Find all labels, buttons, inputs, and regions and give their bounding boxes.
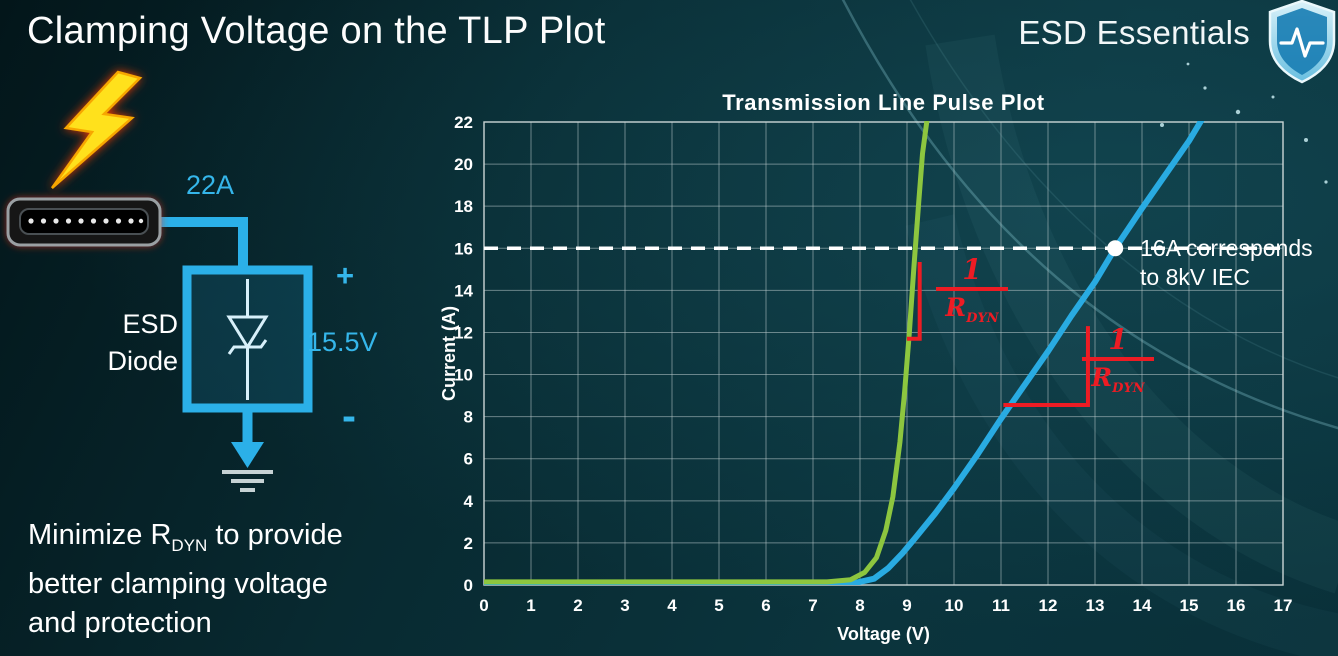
esd-diode-label-line1: ESD xyxy=(122,309,178,339)
takeaway-line1-subscript: DYN xyxy=(171,535,208,555)
rdyn-base: R xyxy=(945,293,967,322)
takeaway-line2: better clamping voltage xyxy=(28,567,328,600)
iec-note: 16A corresponds to 8kV IEC xyxy=(1140,234,1313,292)
x-tick-label: 1 xyxy=(526,596,535,615)
chart-title: Transmission Line Pulse Plot xyxy=(722,90,1045,115)
x-tick-label: 0 xyxy=(479,596,488,615)
takeaway-line1-prefix: Minimize R xyxy=(28,519,172,551)
ground-symbol xyxy=(222,470,273,492)
ground-arrowhead xyxy=(231,442,264,468)
y-tick-label: 4 xyxy=(464,492,474,511)
page-title: Clamping Voltage on the TLP Plot xyxy=(27,10,606,52)
rdyn-subscript: DYN xyxy=(1112,381,1145,396)
takeaway-line1: Minimize RDYN to provide xyxy=(28,516,343,565)
esd-diode-box xyxy=(182,265,313,413)
rdyn-base: R xyxy=(1091,363,1113,392)
y-tick-label: 6 xyxy=(464,450,473,469)
x-tick-label: 4 xyxy=(667,596,677,615)
surge-wire xyxy=(158,217,248,272)
clamp-voltage-label: 15.5V xyxy=(307,327,378,357)
rdyn-denominator: RDYN xyxy=(1082,361,1154,395)
x-tick-label: 16 xyxy=(1227,596,1246,615)
tlp-chart: 0 1 2 3 4 5 6 7 8 9 10 11 12 13 14 15 16 1702468101214161… xyxy=(440,90,1293,644)
y-tick-label: 18 xyxy=(454,197,473,216)
y-tick-label: 12 xyxy=(454,323,473,342)
rdyn-numerator: 1 xyxy=(936,256,1008,291)
y-tick-label: 22 xyxy=(454,113,473,132)
rdyn-fraction-green: 1 RDYN xyxy=(936,256,1008,325)
y-axis-label: Current (A) xyxy=(440,306,459,401)
y-tick-label: 0 xyxy=(464,576,473,595)
takeaway-line3: and protection xyxy=(28,606,212,639)
y-tick-label: 20 xyxy=(454,155,473,174)
x-tick-label: 7 xyxy=(808,596,817,615)
polarity-plus-label: + xyxy=(336,258,355,293)
surge-current-label: 22A xyxy=(186,170,235,200)
x-tick-label: 8 xyxy=(855,596,864,615)
slope-marker-0 xyxy=(907,261,922,341)
x-tick-label: 13 xyxy=(1086,596,1105,615)
green-curve-low-rdyn xyxy=(484,121,930,585)
x-tick-label: 12 xyxy=(1039,596,1058,615)
x-tick-label: 17 xyxy=(1274,596,1293,615)
x-tick-label: 11 xyxy=(992,596,1010,615)
x-tick-label: 9 xyxy=(902,596,911,615)
x-tick-label: 2 xyxy=(573,596,582,615)
x-axis-label: Voltage (V) xyxy=(837,624,930,644)
rdyn-fraction-blue: 1 RDYN xyxy=(1082,326,1154,395)
rdyn-denominator: RDYN xyxy=(936,291,1008,325)
zener-diode-symbol xyxy=(226,279,269,400)
blue-curve-higher-rdyn xyxy=(484,121,1205,585)
esd-diode-label: ESD Diode xyxy=(40,306,178,380)
y-tick-label: 8 xyxy=(464,408,473,427)
y-tick-label: 16 xyxy=(454,239,473,258)
brand-name: ESD Essentials xyxy=(1018,14,1250,51)
tlp-chart-area: 0 1 2 3 4 5 6 7 8 9 10 11 12 13 14 15 16 17 0 2 4 6 8 10 12 14 16 1… xyxy=(440,88,1338,654)
polarity-minus-label: - xyxy=(342,392,356,439)
takeaway-text: Minimize RDYN to provide better clamping… xyxy=(28,516,343,643)
y-tick-label: 10 xyxy=(454,366,473,385)
slope-marker-1 xyxy=(1003,326,1090,408)
rdyn-subscript: DYN xyxy=(966,311,999,326)
reference-dot-16A xyxy=(1107,240,1124,257)
y-tick-label: 14 xyxy=(454,281,473,300)
hdmi-connector-icon xyxy=(6,197,162,247)
x-tick-label: 10 xyxy=(945,596,964,615)
shield-pulse-icon xyxy=(1268,0,1336,84)
lightning-bolt-icon xyxy=(50,70,143,189)
x-tick-label: 3 xyxy=(620,596,629,615)
rdyn-numerator: 1 xyxy=(1082,326,1154,361)
iec-note-line1: 16A corresponds xyxy=(1140,235,1313,261)
x-tick-label: 14 xyxy=(1133,596,1152,615)
y-tick-label: 2 xyxy=(464,534,473,553)
x-tick-label: 5 xyxy=(714,596,723,615)
x-tick-label: 6 xyxy=(761,596,770,615)
x-tick-label: 15 xyxy=(1180,596,1199,615)
plot-border xyxy=(483,121,1284,586)
iec-note-line2: to 8kV IEC xyxy=(1140,264,1250,290)
esd-diode-label-line2: Diode xyxy=(107,346,178,376)
takeaway-line1-suffix: to provide xyxy=(207,519,343,551)
